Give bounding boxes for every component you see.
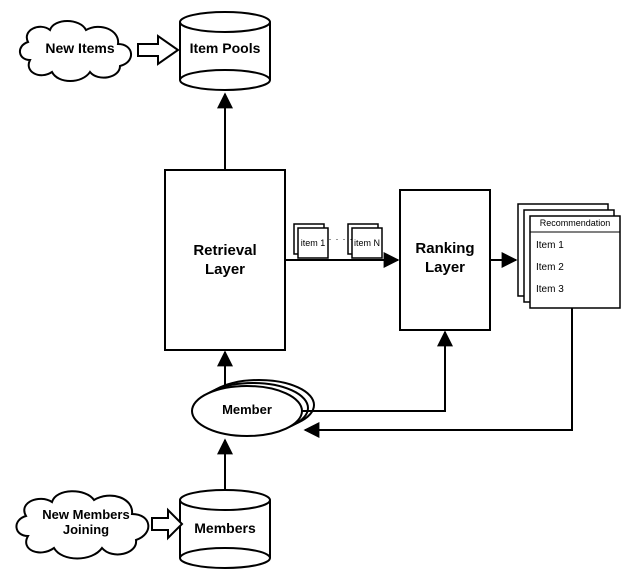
item-n-stack [348,224,382,258]
item-pools-cylinder [180,12,270,90]
member-ellipse-stack [192,380,314,436]
edge-member-to-ranking [302,332,445,411]
new-items-cloud [20,21,131,81]
members-cylinder [180,490,270,568]
new-members-cloud [16,491,148,558]
ranking-layer-box [400,190,490,330]
item-1-stack [294,224,328,258]
diagram-canvas [0,0,640,569]
recommendation-stack [518,204,620,308]
arrow-newmembers-to-members [152,510,182,538]
arrow-newitems-to-itempools [138,36,178,64]
retrieval-layer-box [165,170,285,350]
